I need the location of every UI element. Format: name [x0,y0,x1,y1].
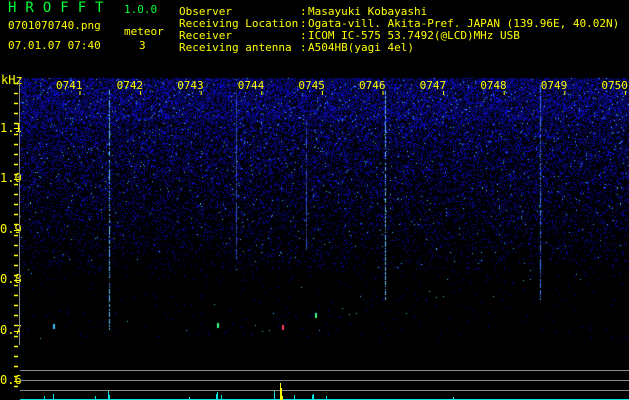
x-tick-label: 0749 [540,79,568,92]
info-value: Ogata-vill. Akita-Pref. JAPAN (139.96E, … [308,17,620,30]
x-tick-label: 0744 [237,79,265,92]
x-tick-label: 0750 [601,79,628,92]
info-sep: : [300,29,307,42]
info-value: A504HB(yagi 4el) [308,41,414,54]
meteor-count: 3 [139,39,146,52]
app-title: HROFFT [8,0,113,16]
meteor-label: meteor [124,25,164,38]
info-sep: : [300,41,307,54]
info-value: Masayuki Kobayashi [308,5,428,18]
info-sep: : [300,17,307,30]
x-tick-label: 0747 [419,79,447,92]
version: 1.0.0 [124,3,158,16]
x-tick-label: 0746 [359,79,386,92]
datetime: 07.01.07 07:40 [8,39,101,52]
info-label: Observer [179,5,232,18]
info-sep: : [300,5,307,18]
x-tick-label: 0742 [116,79,144,92]
info-label: Receiving Location [179,17,299,30]
info-label: Receiver [179,29,232,42]
info-label: Receiving antenna [179,41,292,54]
info-value: ICOM IC-575 53.7492(@LCD)MHz USB [308,29,520,42]
x-tick-label: 0743 [177,79,204,92]
x-tick-label: 0748 [480,79,507,92]
x-tick-label: 0741 [56,79,83,92]
filename: 0701070740.png [8,19,101,32]
x-tick-label: 0745 [298,79,325,92]
